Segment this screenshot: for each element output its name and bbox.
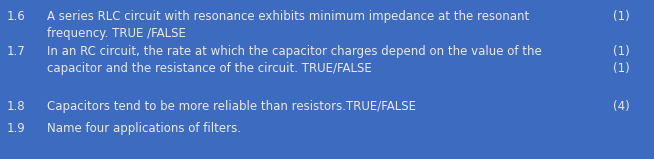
Text: Capacitors tend to be more reliable than resistors.TRUE/FALSE: Capacitors tend to be more reliable than… <box>47 100 416 113</box>
Text: (1): (1) <box>613 62 630 75</box>
Text: capacitor and the resistance of the circuit. TRUE/FALSE: capacitor and the resistance of the circ… <box>47 62 371 75</box>
Text: 1.8: 1.8 <box>7 100 26 113</box>
Text: 1.6: 1.6 <box>7 10 26 23</box>
Text: 1.9: 1.9 <box>7 122 26 135</box>
Text: frequency. TRUE /FALSE: frequency. TRUE /FALSE <box>47 27 186 40</box>
Text: In an RC circuit, the rate at which the capacitor charges depend on the value of: In an RC circuit, the rate at which the … <box>47 45 542 58</box>
Text: (4): (4) <box>613 100 630 113</box>
Text: (1): (1) <box>613 45 630 58</box>
Text: (1): (1) <box>613 10 630 23</box>
Text: A series RLC circuit with resonance exhibits minimum impedance at the resonant: A series RLC circuit with resonance exhi… <box>47 10 529 23</box>
Text: Name four applications of filters.: Name four applications of filters. <box>47 122 241 135</box>
Text: 1.7: 1.7 <box>7 45 26 58</box>
